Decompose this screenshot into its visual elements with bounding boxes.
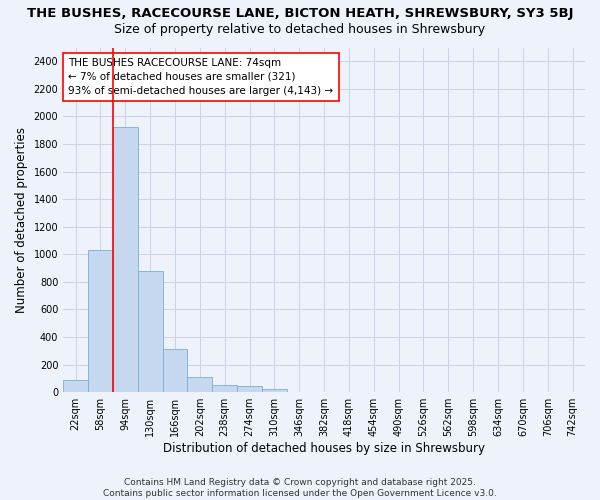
Text: Size of property relative to detached houses in Shrewsbury: Size of property relative to detached ho… bbox=[115, 22, 485, 36]
Bar bbox=[138, 271, 163, 392]
Bar bbox=[262, 390, 287, 392]
Bar bbox=[212, 386, 237, 392]
Bar bbox=[63, 380, 88, 392]
Bar bbox=[113, 128, 138, 392]
Y-axis label: Number of detached properties: Number of detached properties bbox=[15, 127, 28, 313]
Bar bbox=[163, 349, 187, 392]
Bar bbox=[88, 250, 113, 392]
Text: THE BUSHES RACECOURSE LANE: 74sqm
← 7% of detached houses are smaller (321)
93% : THE BUSHES RACECOURSE LANE: 74sqm ← 7% o… bbox=[68, 58, 334, 96]
Text: Contains HM Land Registry data © Crown copyright and database right 2025.
Contai: Contains HM Land Registry data © Crown c… bbox=[103, 478, 497, 498]
Bar bbox=[187, 377, 212, 392]
X-axis label: Distribution of detached houses by size in Shrewsbury: Distribution of detached houses by size … bbox=[163, 442, 485, 455]
Bar bbox=[237, 386, 262, 392]
Text: THE BUSHES, RACECOURSE LANE, BICTON HEATH, SHREWSBURY, SY3 5BJ: THE BUSHES, RACECOURSE LANE, BICTON HEAT… bbox=[27, 8, 573, 20]
